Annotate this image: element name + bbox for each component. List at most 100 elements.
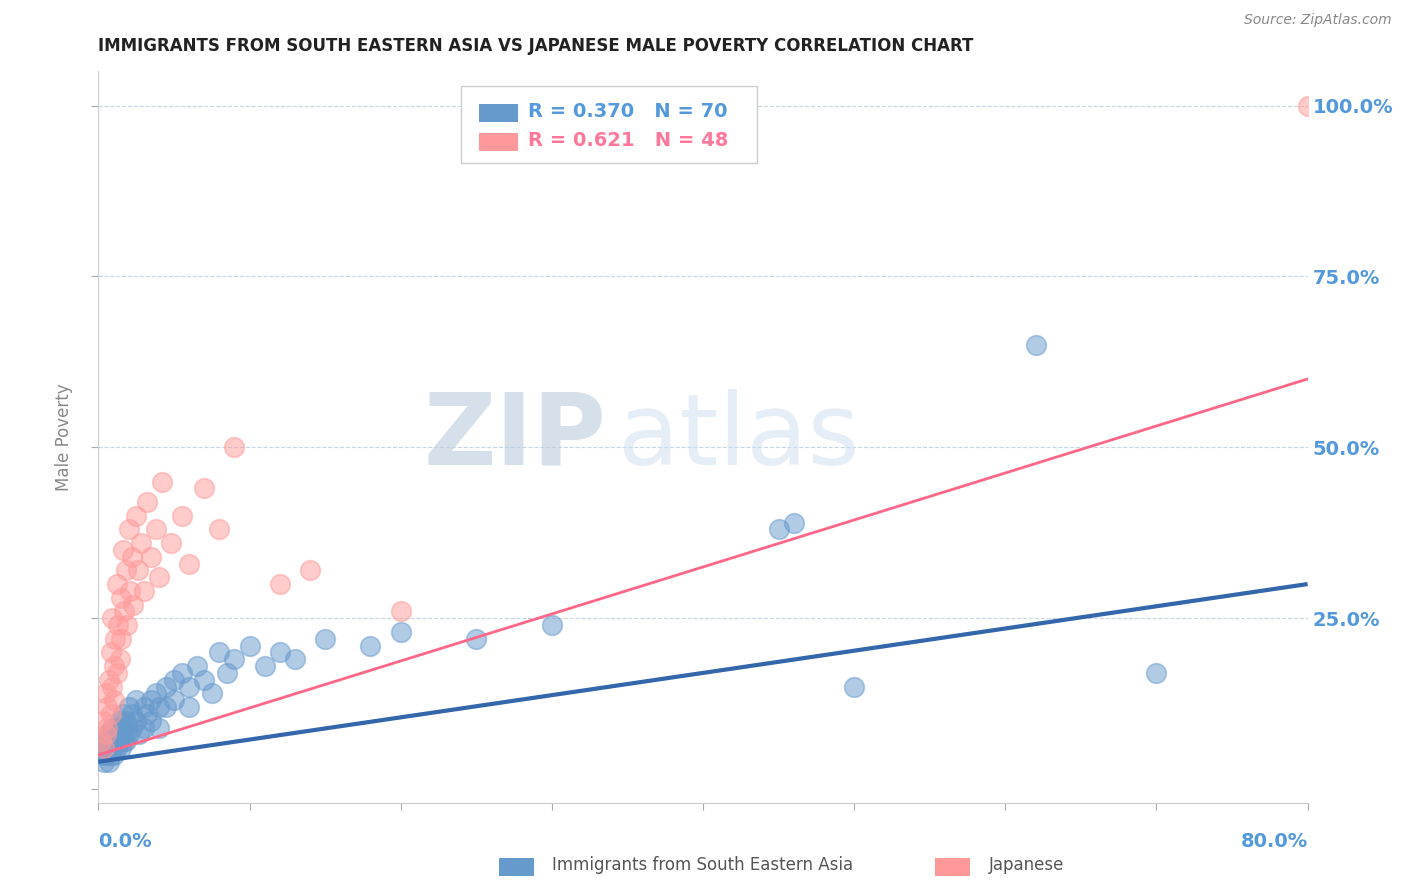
Point (120, 583, 142, 598)
Point (224, 440, 246, 454)
Point (100, 706, 122, 721)
Text: R = 0.621   N = 48: R = 0.621 N = 48 (527, 131, 728, 151)
Point (163, 693, 186, 707)
Point (125, 693, 148, 707)
Point (121, 549, 143, 564)
Point (115, 618, 138, 632)
Point (1296, 98, 1319, 112)
Point (193, 481, 215, 495)
Point (96, 721, 118, 735)
Point (299, 563, 322, 577)
Point (155, 680, 177, 694)
Point (1024, 338, 1046, 352)
Point (783, 516, 806, 530)
Point (112, 604, 135, 618)
Point (208, 522, 231, 536)
Point (150, 475, 173, 489)
Point (103, 727, 125, 741)
Point (179, 700, 201, 714)
Text: 80.0%: 80.0% (1240, 832, 1308, 851)
Point (101, 611, 124, 625)
Text: ZIP: ZIP (423, 389, 606, 485)
Point (208, 645, 231, 659)
Point (160, 536, 183, 550)
Point (104, 734, 127, 748)
Point (96, 741, 118, 756)
Point (108, 734, 131, 748)
Point (96, 700, 118, 714)
Point (389, 604, 412, 618)
Point (118, 522, 141, 536)
Point (844, 680, 866, 694)
Point (105, 665, 128, 680)
Point (118, 700, 141, 714)
Point (103, 693, 125, 707)
Point (284, 652, 307, 666)
Point (100, 734, 122, 748)
Point (269, 577, 291, 591)
Point (1144, 665, 1167, 680)
Point (105, 741, 128, 756)
Point (90, 734, 112, 748)
Point (93, 755, 115, 769)
Point (135, 495, 157, 509)
Point (540, 618, 562, 632)
Point (269, 645, 291, 659)
Point (94, 747, 117, 762)
Point (103, 747, 125, 762)
Point (224, 652, 246, 666)
Point (148, 700, 170, 714)
FancyBboxPatch shape (461, 86, 758, 163)
Point (110, 721, 132, 735)
Point (111, 542, 134, 557)
Point (148, 570, 170, 584)
Point (94, 727, 117, 741)
Point (103, 659, 125, 673)
Point (100, 747, 122, 762)
Point (121, 706, 143, 721)
Point (145, 522, 167, 536)
Point (107, 618, 129, 632)
Text: Immigrants from South Eastern Asia: Immigrants from South Eastern Asia (553, 856, 853, 874)
Point (110, 632, 132, 646)
Point (111, 706, 134, 721)
Point (110, 591, 132, 605)
Point (141, 714, 163, 728)
Point (128, 727, 150, 741)
Point (104, 632, 127, 646)
Text: R = 0.370   N = 70: R = 0.370 N = 70 (527, 102, 727, 121)
Text: Source: ZipAtlas.com: Source: ZipAtlas.com (1244, 13, 1392, 28)
Y-axis label: Male Poverty: Male Poverty (55, 384, 73, 491)
Point (90, 741, 112, 756)
Point (132, 721, 155, 735)
Point (127, 563, 149, 577)
Point (125, 714, 148, 728)
Point (465, 632, 488, 646)
Point (239, 639, 262, 653)
Point (314, 632, 336, 646)
Point (105, 721, 128, 735)
Point (108, 652, 131, 666)
Point (107, 727, 129, 741)
Point (186, 659, 208, 673)
Point (98, 727, 121, 741)
Point (135, 706, 157, 721)
Point (122, 598, 145, 612)
Point (121, 721, 143, 735)
Point (105, 577, 128, 591)
Point (141, 549, 163, 564)
Point (360, 639, 382, 653)
Point (155, 700, 177, 714)
Text: Japanese: Japanese (988, 856, 1064, 874)
Point (112, 734, 135, 748)
Point (91, 747, 114, 762)
Point (768, 522, 790, 536)
Point (94, 734, 117, 748)
Point (108, 714, 131, 728)
Point (93, 741, 115, 756)
Point (170, 665, 193, 680)
Point (132, 583, 155, 598)
Point (100, 645, 122, 659)
Point (101, 741, 124, 756)
Point (111, 727, 134, 741)
